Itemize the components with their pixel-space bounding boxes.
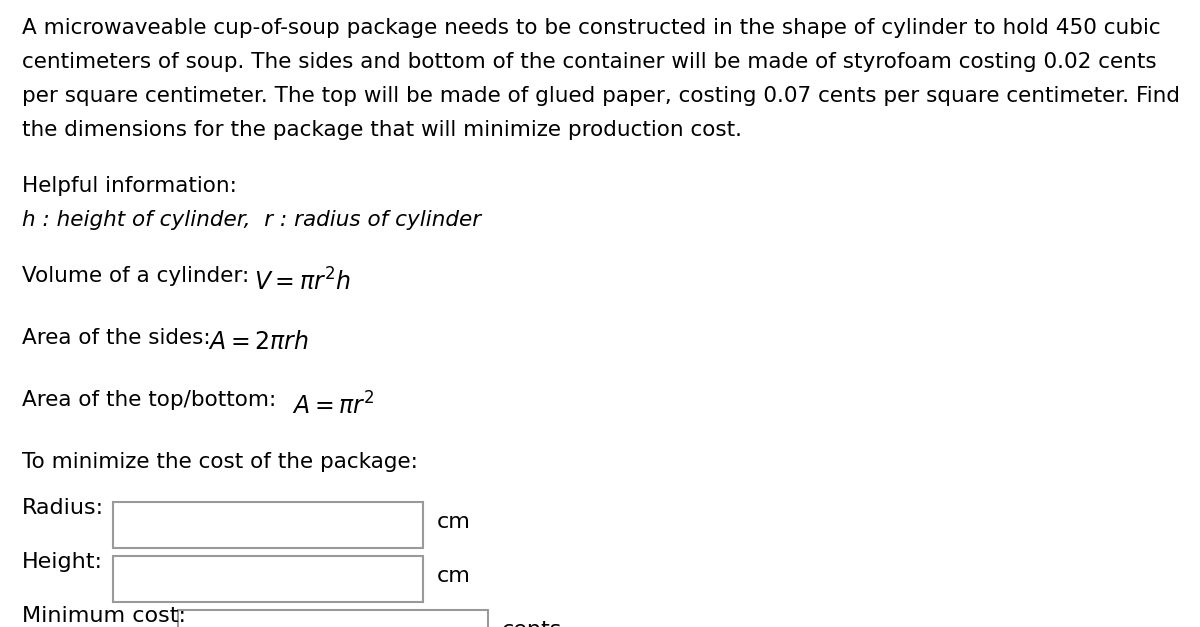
Text: per square centimeter. The top will be made of glued paper, costing 0.07 cents p: per square centimeter. The top will be m… bbox=[22, 86, 1180, 106]
Text: $V = \pi r^2 h$: $V = \pi r^2 h$ bbox=[254, 268, 350, 295]
Text: cents: cents bbox=[502, 620, 563, 627]
Text: $A = \pi r^2$: $A = \pi r^2$ bbox=[292, 392, 374, 419]
Text: h : height of cylinder,  r : radius of cylinder: h : height of cylinder, r : radius of cy… bbox=[22, 210, 481, 230]
Text: To minimize the cost of the package:: To minimize the cost of the package: bbox=[22, 452, 418, 472]
Text: Volume of a cylinder:: Volume of a cylinder: bbox=[22, 266, 256, 286]
Text: cm: cm bbox=[437, 566, 470, 586]
Text: centimeters of soup. The sides and bottom of the container will be made of styro: centimeters of soup. The sides and botto… bbox=[22, 52, 1157, 72]
Text: cm: cm bbox=[437, 512, 470, 532]
Text: A microwaveable cup-of-soup package needs to be constructed in the shape of cyli: A microwaveable cup-of-soup package need… bbox=[22, 18, 1160, 38]
FancyBboxPatch shape bbox=[178, 610, 488, 627]
Text: $A = 2\pi r h$: $A = 2\pi r h$ bbox=[208, 330, 308, 354]
FancyBboxPatch shape bbox=[113, 556, 424, 602]
Text: Radius:: Radius: bbox=[22, 498, 104, 518]
Text: Area of the sides:: Area of the sides: bbox=[22, 328, 217, 348]
FancyBboxPatch shape bbox=[113, 502, 424, 548]
Text: Area of the top/bottom:: Area of the top/bottom: bbox=[22, 390, 283, 410]
Text: Helpful information:: Helpful information: bbox=[22, 176, 236, 196]
Text: Minimum cost:: Minimum cost: bbox=[22, 606, 186, 626]
Text: the dimensions for the package that will minimize production cost.: the dimensions for the package that will… bbox=[22, 120, 742, 140]
Text: Height:: Height: bbox=[22, 552, 103, 572]
